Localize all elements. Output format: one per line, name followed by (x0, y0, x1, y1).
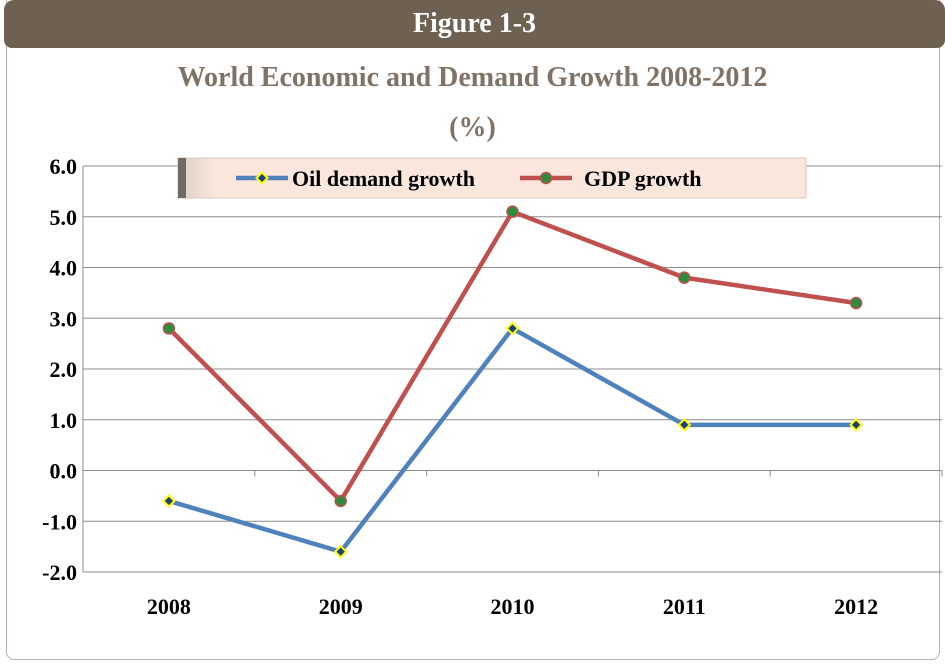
y-tick-label: 4.0 (50, 256, 78, 281)
y-tick-label: 3.0 (50, 306, 78, 331)
legend-label: Oil demand growth (292, 166, 475, 191)
series (161, 205, 864, 559)
x-tick-label: 2011 (663, 594, 706, 619)
x-tick-label: 2009 (319, 594, 363, 619)
data-point (678, 271, 691, 284)
legend-label: GDP growth (584, 166, 702, 191)
y-tick-label: -2.0 (42, 560, 77, 585)
data-point (849, 296, 863, 310)
data-point (506, 205, 519, 218)
series-line (166, 326, 859, 554)
legend-marker (539, 171, 553, 185)
legend: Oil demand growth GDP growth (177, 157, 807, 199)
chart-title: World Economic and Demand Growth 2008-20… (177, 62, 768, 93)
legend-marker (255, 171, 269, 185)
y-tick-label: 0.0 (50, 459, 78, 484)
data-point (505, 321, 520, 336)
y-tick-label: 5.0 (50, 205, 78, 230)
data-point (161, 494, 176, 508)
y-tick-label: -1.0 (42, 509, 77, 534)
data-point (333, 544, 348, 559)
axes: 6.0 5.0 4.0 3.0 2.0 1.0 0.0 -1.0 -2.0 2008 2009 201… (42, 154, 943, 619)
y-tick-label: 2.0 (50, 357, 78, 382)
chart-frame (6, 0, 940, 660)
data-point (162, 322, 176, 335)
y-tick-label: 1.0 (50, 408, 78, 433)
series-line (166, 209, 859, 504)
x-tick-label: 2010 (491, 594, 535, 619)
legend-shade (178, 158, 186, 198)
data-point (677, 417, 692, 432)
y-tick-label: 6.0 (50, 154, 78, 179)
data-point (334, 494, 347, 508)
chart-subtitle: (%) (449, 112, 496, 143)
data-point (849, 417, 864, 432)
x-tick-label: 2008 (147, 594, 191, 619)
figure-label: Figure 1-3 (4, 0, 945, 48)
x-tick-label: 2012 (834, 594, 878, 619)
